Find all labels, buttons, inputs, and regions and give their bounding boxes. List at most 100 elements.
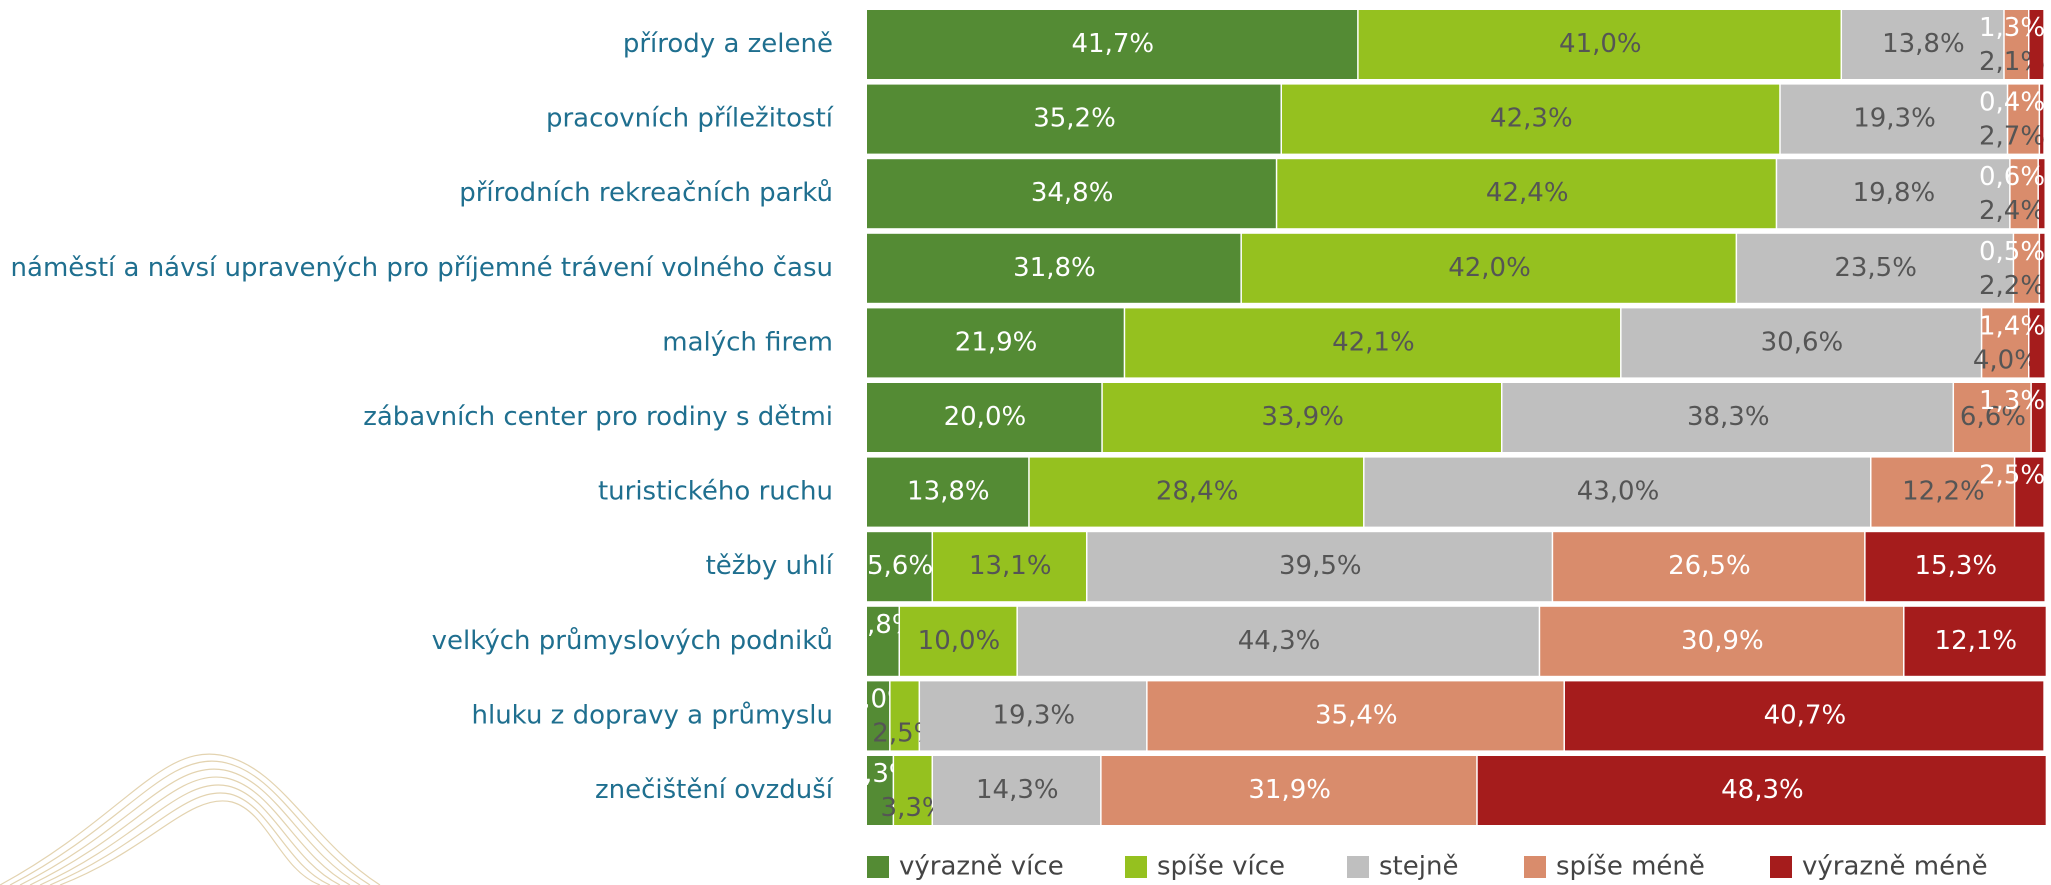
bar-segment (1564, 681, 2044, 751)
data-label: 43,0% (1577, 477, 1660, 507)
data-label: 19,8% (1853, 178, 1936, 208)
bar-segment (2015, 457, 2044, 527)
category-label: malých firem (662, 327, 833, 357)
data-label: 38,3% (1687, 402, 1770, 432)
bar-segment (867, 308, 1124, 378)
bar-segment (1502, 383, 1953, 452)
bar-segment (2040, 84, 2044, 154)
category-label: turistického ruchu (598, 477, 833, 507)
data-label: 2,5% (1979, 461, 2045, 491)
bar-segment (1842, 10, 2004, 79)
bar-segment (890, 681, 919, 751)
data-label: 12,1% (1935, 626, 2018, 656)
bar-segment (1553, 532, 1865, 602)
data-label: 1,3% (1979, 13, 2045, 43)
data-label: 21,9% (955, 327, 1038, 357)
bar-segment (867, 756, 893, 825)
data-label: 35,4% (1315, 700, 1398, 730)
bar-segment (1621, 308, 1981, 378)
category-label: pracovních příležitostí (546, 104, 834, 134)
data-label: 42,1% (1332, 327, 1415, 357)
bar-segment (900, 606, 1017, 676)
bar-segment (2008, 84, 2039, 154)
data-label: 1,4% (1979, 311, 2045, 341)
data-label: 0,5% (1979, 237, 2045, 267)
bar-segment (920, 681, 1147, 751)
data-label: 41,0% (1559, 29, 1642, 59)
bar-segment (1865, 532, 2045, 602)
data-label: 5,6% (867, 551, 933, 581)
data-label: 2,2% (1979, 271, 2045, 301)
data-label: 19,3% (993, 700, 1076, 730)
category-label: přírody a zeleně (623, 29, 833, 59)
bar-segment (1364, 457, 1871, 527)
category-label: ulic, náměstí a návsí upravených pro pří… (0, 253, 833, 283)
category-label: hluku z dopravy a průmyslu (472, 700, 834, 730)
data-label: 0,6% (1979, 162, 2045, 192)
bar-segment (867, 84, 1281, 154)
data-label: 40,7% (1764, 700, 1847, 730)
bar-segment (867, 606, 899, 676)
plot-area: přírody a zeleně 41,7% 41,0% 13,8%2,1%1,3%p… (0, 10, 2046, 882)
bar-segment (867, 383, 1102, 452)
legend-swatch (867, 856, 889, 878)
bar-segment (867, 10, 1358, 79)
data-label: 2,7% (1979, 122, 2045, 152)
legend-swatch (1524, 856, 1546, 878)
bar-segment (1777, 159, 2010, 229)
decoration (0, 753, 381, 885)
legend-swatch (1347, 856, 1369, 878)
category-label: velkých průmyslových podniků (432, 626, 833, 656)
bar-segment (1241, 233, 1736, 303)
data-label: 30,9% (1681, 626, 1764, 656)
data-label: 28,4% (1156, 477, 1239, 507)
data-label: 13,8% (1882, 29, 1965, 59)
data-label: 48,3% (1721, 775, 1804, 805)
category-label: těžby uhlí (706, 551, 834, 581)
legend-label: výrazně méně (1802, 852, 1988, 882)
data-label: 31,8% (1013, 253, 1096, 283)
data-label: 26,5% (1668, 551, 1751, 581)
bar-segment (2038, 159, 2045, 229)
data-label: 42,4% (1486, 178, 1569, 208)
legend-label: výrazně více (899, 852, 1064, 882)
bar-segment (1087, 532, 1552, 602)
bar-segment (1277, 159, 1776, 229)
bar-segment (1029, 457, 1364, 527)
bar-segment (1871, 457, 2014, 527)
bar-segment (867, 159, 1276, 229)
bar-segment (1780, 84, 2007, 154)
bar-segment (1904, 606, 2046, 676)
bar-segment (933, 756, 1101, 825)
bar-segment (867, 233, 1241, 303)
data-label: 1,3% (1979, 386, 2045, 416)
data-label: 6,6% (1960, 402, 2026, 432)
legend-label: spíše méně (1556, 852, 1705, 882)
bar-segment (2010, 159, 2038, 229)
category-label: zábavních center pro rodiny s dětmi (363, 402, 833, 432)
bar-segment (867, 457, 1029, 527)
bar-segment (867, 532, 932, 602)
bar-segment (2004, 10, 2028, 79)
data-label: 31,9% (1248, 775, 1331, 805)
data-label: 0,4% (1979, 88, 2045, 118)
category-label: znečištění ovzduší (595, 775, 834, 805)
data-label: 2,4% (1979, 196, 2045, 226)
bar-segment (1477, 756, 2046, 825)
bar-segment (1982, 308, 2028, 378)
bar-segment (2029, 10, 2044, 79)
data-label: 13,1% (969, 551, 1052, 581)
data-label: 12,2% (1902, 477, 1985, 507)
data-label: 44,3% (1238, 626, 1321, 656)
data-label: 41,7% (1072, 29, 1155, 59)
legend-label: stejně (1379, 852, 1458, 882)
data-label: 35,2% (1033, 104, 1116, 134)
bar-segment (1282, 84, 1780, 154)
data-label: 33,9% (1261, 402, 1344, 432)
bar-segment (1101, 756, 1477, 825)
data-label: 19,3% (1853, 104, 1936, 134)
data-label: 10,0% (918, 626, 1001, 656)
bar-segment (894, 756, 932, 825)
bar-segment (933, 532, 1086, 602)
